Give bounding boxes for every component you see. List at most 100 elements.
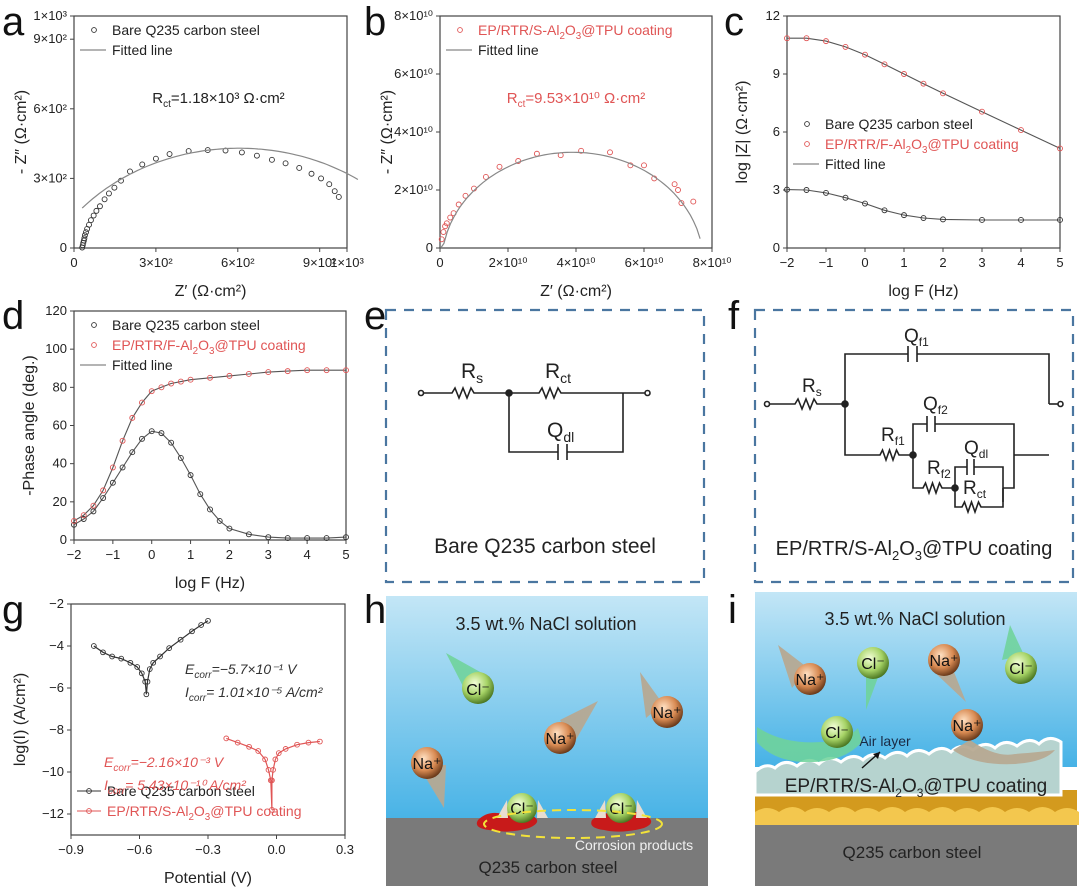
data-point xyxy=(146,666,153,672)
data-point xyxy=(304,367,311,374)
solution-label: 3.5 wt.% NaCl solution xyxy=(824,609,1005,629)
ion-trail xyxy=(930,668,966,702)
data-point xyxy=(80,237,87,244)
data-point xyxy=(71,517,77,524)
corrosion-highlight-ellipse xyxy=(483,809,663,839)
label-rct: Rct xyxy=(963,478,987,501)
y-axis-label: - Z″ (Ω·cm²) xyxy=(13,90,30,174)
ion-label: Cl⁻ xyxy=(609,801,633,818)
chart-a: 0 3×10² 6×10² 9×10²1×10³03×10²6×10²9×10²1×1… xyxy=(13,8,364,300)
data-point xyxy=(862,51,868,58)
data-point xyxy=(282,160,289,167)
chloride-ion xyxy=(821,716,853,748)
legend-marker xyxy=(91,322,97,328)
legend-label: Fitted line xyxy=(112,357,173,373)
data-point xyxy=(100,495,107,501)
data-point xyxy=(177,636,184,643)
data-point xyxy=(675,187,681,193)
data-point xyxy=(207,506,213,513)
data-point xyxy=(81,232,88,239)
data-point xyxy=(83,229,89,236)
x-tick-label: 2 xyxy=(939,255,946,270)
coating-label: EP/RTR/S-Al2O3@TPU coating xyxy=(785,776,1048,800)
data-point xyxy=(284,368,291,375)
data-point xyxy=(87,217,94,224)
fitted-line xyxy=(440,151,701,249)
data-point xyxy=(269,806,275,813)
legend-label: EP/RTR/F-Al2O3@TPU coating xyxy=(112,337,306,357)
data-point xyxy=(90,212,97,219)
data-point xyxy=(205,617,211,624)
x-axis-label: log F (Hz) xyxy=(175,575,245,592)
x-tick-label: 0.3 xyxy=(336,842,354,857)
data-point xyxy=(823,189,829,196)
data-point xyxy=(269,777,275,784)
label-qf2: Qf2 xyxy=(923,394,948,417)
data-point xyxy=(157,653,163,660)
data-point xyxy=(496,163,503,170)
chloride-ion xyxy=(606,793,636,823)
ion-label: Na⁺ xyxy=(930,653,959,670)
data-point xyxy=(920,80,927,87)
data-point xyxy=(335,194,342,200)
legend-label: Fitted line xyxy=(825,156,886,172)
data-point xyxy=(129,449,136,456)
data-point xyxy=(216,517,223,524)
legend-marker xyxy=(91,27,97,33)
data-point xyxy=(268,156,275,163)
data-point xyxy=(105,190,112,197)
data-point xyxy=(443,220,450,227)
x-tick-label: 0.0 xyxy=(267,842,285,857)
x-tick-label: −2 xyxy=(67,547,82,562)
rct-annotation: Rct=1.18×10³ Ω·cm² xyxy=(152,90,284,110)
data-point xyxy=(168,380,175,387)
y-tick-label: 2×10¹⁰ xyxy=(394,182,433,197)
data-point xyxy=(187,472,194,479)
dashed-frame xyxy=(753,308,1075,584)
data-point xyxy=(607,149,613,156)
corrosion-annotation: Ecorr=−5.7×10⁻¹ V xyxy=(185,661,298,681)
legend-marker xyxy=(457,27,463,33)
data-point xyxy=(177,454,184,461)
y-tick-label: 0 xyxy=(426,240,433,255)
schematic-panel-i: 3.5 wt.% NaCl solution Na⁺ Cl⁻ Na⁺ Cl⁻ C… xyxy=(753,592,1079,886)
panel-letter-i: i xyxy=(728,588,737,632)
substrate-label: Q235 carbon steel xyxy=(479,858,618,877)
data-point xyxy=(90,502,97,509)
x-tick-label: 0 xyxy=(70,255,77,270)
data-point xyxy=(482,173,489,180)
data-point xyxy=(90,508,97,515)
data-point xyxy=(226,372,233,379)
data-point xyxy=(265,534,272,541)
panel-letter-e: e xyxy=(364,294,387,338)
data-point xyxy=(305,739,312,746)
x-tick-label: 1 xyxy=(187,547,194,562)
data-point xyxy=(940,90,946,97)
y-tick-label: −12 xyxy=(42,806,64,821)
data-point xyxy=(803,35,810,42)
data-point xyxy=(823,38,829,45)
x-tick-label: −0.9 xyxy=(58,842,84,857)
label-qf1: Qf1 xyxy=(904,326,929,349)
data-point xyxy=(533,150,540,157)
x-axis-label: Z′ (Ω·cm²) xyxy=(175,283,247,300)
x-tick-label: 0 xyxy=(861,255,868,270)
legend-marker xyxy=(86,808,92,814)
y-tick-label: −6 xyxy=(49,680,64,695)
panel-letter-b: b xyxy=(364,0,387,44)
data-point xyxy=(842,43,849,50)
corrosion-flare xyxy=(595,800,647,818)
data-point xyxy=(101,196,108,203)
data-point xyxy=(255,748,262,754)
panel-letter-f: f xyxy=(728,294,740,338)
corrosion-products-label: Corrosion products xyxy=(575,837,693,853)
y-tick-label: −10 xyxy=(42,764,64,779)
air-layer-label: Air layer xyxy=(859,733,911,749)
y-axis-label: - Z″ (Ω·cm²) xyxy=(379,90,396,174)
y-axis-label: -Phase angle (deg.) xyxy=(21,355,38,496)
x-axis-label: Potential (V) xyxy=(164,870,252,887)
data-point xyxy=(1057,217,1063,223)
data-point xyxy=(109,653,115,660)
data-point xyxy=(109,479,116,486)
data-point xyxy=(881,61,888,68)
